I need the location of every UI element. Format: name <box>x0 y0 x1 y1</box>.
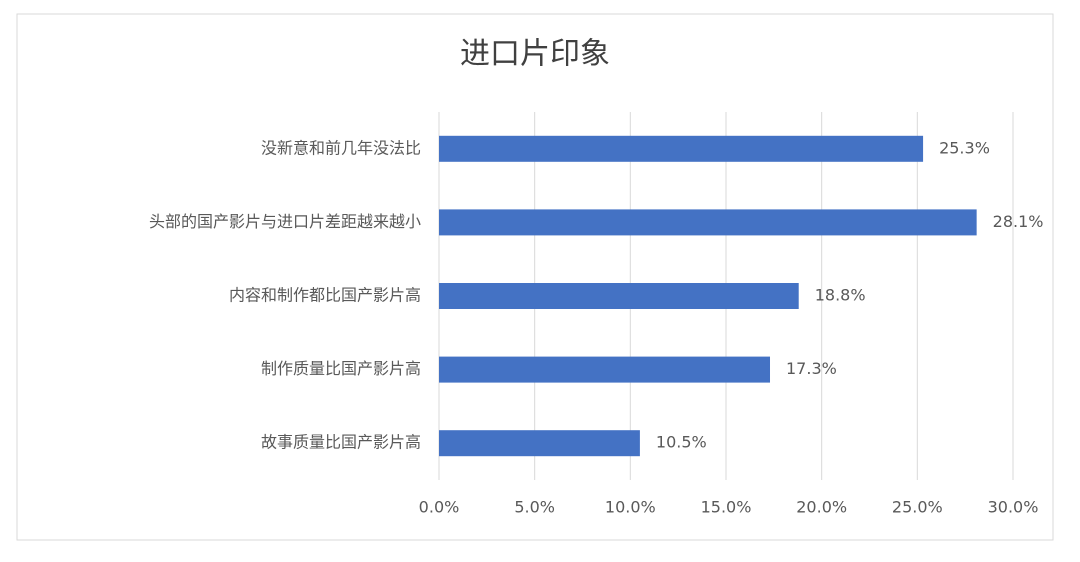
x-tick-label: 0.0% <box>419 498 460 517</box>
y-tick-label: 没新意和前几年没法比 <box>261 138 421 157</box>
y-tick-label: 制作质量比国产影片高 <box>261 359 421 378</box>
value-label: 25.3% <box>939 138 990 157</box>
value-label: 18.8% <box>815 286 866 305</box>
x-tick-label: 30.0% <box>988 498 1039 517</box>
y-tick-label: 头部的国产影片与进口片差距越来越小 <box>149 212 421 231</box>
bar <box>439 283 799 309</box>
bar <box>439 135 924 162</box>
value-label: 17.3% <box>786 359 837 378</box>
x-tick-label: 10.0% <box>605 498 656 517</box>
x-tick-label: 20.0% <box>796 498 847 517</box>
bar <box>439 430 640 457</box>
x-tick-label: 25.0% <box>892 498 943 517</box>
value-label: 10.5% <box>656 433 707 452</box>
bar <box>439 356 771 383</box>
x-tick-label: 15.0% <box>701 498 752 517</box>
y-tick-label: 内容和制作都比国产影片高 <box>229 286 421 305</box>
value-label: 28.1% <box>993 212 1044 231</box>
x-tick-label: 5.0% <box>514 498 555 517</box>
chart-title: 进口片印象 <box>460 37 610 72</box>
y-tick-label: 故事质量比国产影片高 <box>261 433 421 452</box>
bar <box>439 209 977 236</box>
